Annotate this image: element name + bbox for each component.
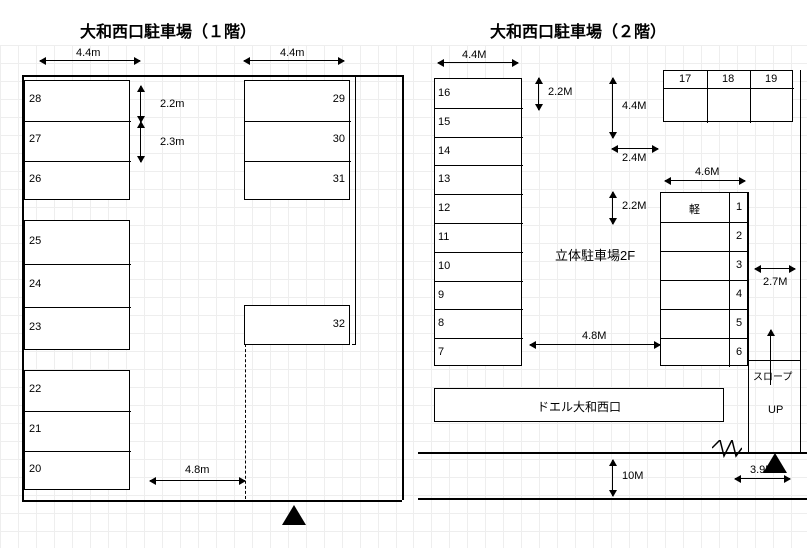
f2-dim-44l-t: 4.4M <box>462 49 486 61</box>
f1-dim-23 <box>140 122 141 162</box>
slot-29: 29 <box>333 93 345 105</box>
f1-dim-22 <box>140 86 141 122</box>
f2-doel-label: ドエル大和西口 <box>435 398 723 415</box>
f2-right-block: 軽 1 2 3 4 5 6 <box>660 192 748 366</box>
f2-dim-24-t: 2.4M <box>622 152 646 164</box>
f1-entry-icon <box>282 505 306 525</box>
f1-dim-44l <box>40 60 140 61</box>
f1-left-block-1: 28 27 26 <box>24 80 130 200</box>
f1-dash <box>245 344 355 345</box>
f2-left-block: 16 15 14 13 12 11 10 9 8 7 <box>434 78 522 366</box>
f2-dim-10m <box>612 460 613 496</box>
f2-dim-48 <box>530 344 660 345</box>
slot-27: 27 <box>29 133 41 145</box>
f1-dash-v <box>245 344 246 499</box>
f2-dim-27 <box>755 268 795 269</box>
slot-21: 21 <box>29 423 41 435</box>
f2-dim-46-t: 4.6M <box>695 166 719 178</box>
slot-9: 9 <box>438 289 444 301</box>
slot-23: 23 <box>29 321 41 333</box>
slot-17: 17 <box>679 73 691 85</box>
slot-4: 4 <box>736 288 742 300</box>
f2-dim-39 <box>735 478 790 479</box>
f1-inner-right <box>355 75 356 345</box>
slot-24: 24 <box>29 278 41 290</box>
f1-dim-44l-t: 4.4m <box>76 47 100 59</box>
f2-dim-48-t: 4.8M <box>582 330 606 342</box>
f2-topright-block: 17 18 19 <box>663 70 793 122</box>
floor2-title: 大和西口駐車場（２階） <box>490 18 666 42</box>
slot-19: 19 <box>765 73 777 85</box>
floor1-title: 大和西口駐車場（１階） <box>80 18 256 42</box>
f2-break-icon <box>712 440 742 460</box>
f2-up-label: UP <box>768 404 783 416</box>
slot-16: 16 <box>438 87 450 99</box>
slot-7: 7 <box>438 346 444 358</box>
f2-dim-22t <box>538 78 539 110</box>
f2-slope-arrow <box>770 330 771 385</box>
slot-20: 20 <box>29 463 41 475</box>
slot-32: 32 <box>333 318 345 330</box>
f2-dim-22m-t: 2.2M <box>622 200 646 212</box>
f2-dim-22t-t: 2.2M <box>548 86 572 98</box>
f1-road <box>22 500 402 502</box>
slot-31: 31 <box>333 173 345 185</box>
f1-right-block-1: 29 30 31 <box>244 80 350 200</box>
f1-dim-44r <box>244 60 344 61</box>
slot-1: 1 <box>736 201 742 213</box>
f2-slope-left <box>748 192 749 452</box>
f1-left-block-3: 22 21 20 <box>24 370 130 490</box>
slot-12: 12 <box>438 202 450 214</box>
f1-dim-48-t: 4.8m <box>185 464 209 476</box>
f2-entry-icon <box>763 453 787 473</box>
slot-3: 3 <box>736 259 742 271</box>
f1-out-top <box>22 75 402 77</box>
slot-22: 22 <box>29 383 41 395</box>
slot-25: 25 <box>29 235 41 247</box>
slot-14: 14 <box>438 145 450 157</box>
slot-26: 26 <box>29 173 41 185</box>
slot-28: 28 <box>29 93 41 105</box>
slot-18: 18 <box>722 73 734 85</box>
f2-dim-46 <box>665 180 745 181</box>
f2-slope-right <box>800 70 801 452</box>
f1-left-block-2: 25 24 23 <box>24 220 130 350</box>
slot-10: 10 <box>438 260 450 272</box>
f2-dim-10m-t: 10M <box>622 470 643 482</box>
slot-6: 6 <box>736 346 742 358</box>
slot-5: 5 <box>736 317 742 329</box>
slot-8: 8 <box>438 317 444 329</box>
slot-13: 13 <box>438 173 450 185</box>
f2-dim-44l <box>438 62 518 63</box>
f1-right-block-2: 32 <box>244 305 350 345</box>
f1-dim-44r-t: 4.4m <box>280 47 304 59</box>
slot-30: 30 <box>333 133 345 145</box>
slot-2: 2 <box>736 230 742 242</box>
f2-road-top <box>418 452 807 454</box>
f1-dim-23-t: 2.3m <box>160 136 184 148</box>
slot-15: 15 <box>438 116 450 128</box>
f1-outer-right <box>402 75 404 500</box>
f2-slope-label: スロープ <box>753 368 792 383</box>
slot-kei: 軽 <box>689 201 700 217</box>
f2-dim-27-t: 2.7M <box>763 276 787 288</box>
f2-dim-24 <box>612 148 658 149</box>
f2-doel: ドエル大和西口 <box>434 388 724 422</box>
f2-dim-44h <box>612 78 613 138</box>
f2-road-bot <box>418 498 807 500</box>
f1-dim-22-t: 2.2m <box>160 98 184 110</box>
f2-dim-22m <box>612 192 613 224</box>
f2-center-label: 立体駐車場2F <box>555 245 635 264</box>
slot-11: 11 <box>438 231 449 243</box>
f1-dim-48 <box>150 480 245 481</box>
f2-dim-44h-t: 4.4M <box>622 100 646 112</box>
f2-slope-sep <box>748 360 800 361</box>
